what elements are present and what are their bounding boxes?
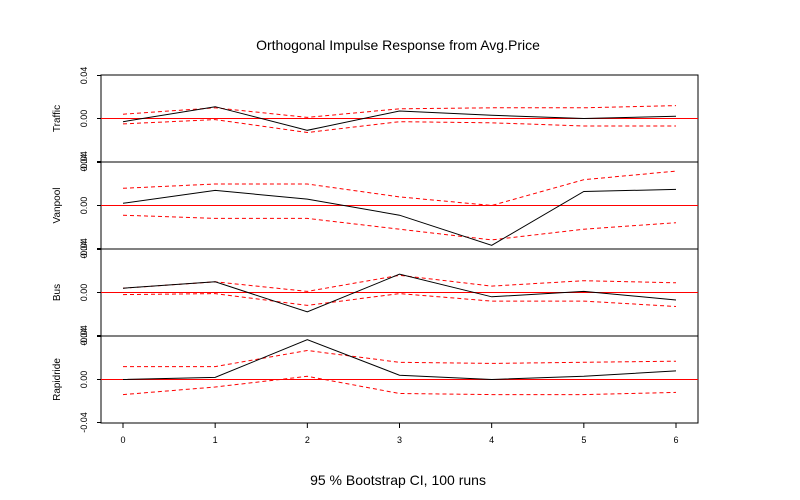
x-tick-label: 4 <box>489 435 494 445</box>
panel-rapidride: -0.04 0.00 0.04 Rapidride <box>52 328 699 433</box>
x-tick-label: 5 <box>581 435 586 445</box>
panel-bus: -0.04 0.00 0.04 Bus <box>52 241 699 346</box>
y-tick-label: -0.04 <box>79 412 89 433</box>
upper-ci-line <box>122 274 677 292</box>
upper-ci-line <box>122 105 677 118</box>
y-tick-label: -0.04 <box>79 238 89 259</box>
response-line <box>122 188 677 246</box>
chart-title: Orthogonal Impulse Response from Avg.Pri… <box>256 37 540 53</box>
lower-ci-line <box>122 293 677 307</box>
panels-group: -0.04 0.00 0.04 Traffic -0.04 0.00 0.04 Vanpool… <box>52 67 699 433</box>
y-tick-label: 0.04 <box>79 67 89 85</box>
y-tick-label: 0.00 <box>79 284 89 302</box>
x-tick-label: 6 <box>673 435 678 445</box>
lower-ci-line <box>122 119 676 134</box>
panel-traffic: -0.04 0.00 0.04 Traffic <box>52 67 699 172</box>
lower-ci-line <box>122 375 677 396</box>
response-line <box>122 339 677 381</box>
panel-ylabel: Rapidride <box>52 358 63 401</box>
response-line <box>122 273 677 313</box>
y-tick-label: 0.00 <box>79 197 89 215</box>
response-line <box>122 106 677 131</box>
panel-vanpool: -0.04 0.00 0.04 Vanpool <box>52 154 699 259</box>
x-tick-label: 0 <box>120 435 125 445</box>
y-tick-label: 0.00 <box>79 371 89 389</box>
x-tick-label: 2 <box>305 435 310 445</box>
panel-ylabel: Traffic <box>52 105 63 132</box>
x-tick-label: 3 <box>397 435 402 445</box>
x-axis: 0 1 2 3 4 5 6 <box>120 423 679 445</box>
y-tick-label: -0.04 <box>79 325 89 346</box>
y-tick-label: 0.04 <box>79 328 89 346</box>
panel-ylabel: Vanpool <box>52 188 63 224</box>
upper-ci-line <box>123 349 677 368</box>
y-tick-label: 0.04 <box>79 241 89 259</box>
upper-ci-line <box>122 170 677 207</box>
x-tick-label: 1 <box>213 435 218 445</box>
y-tick-label: 0.00 <box>79 110 89 128</box>
y-tick-label: 0.04 <box>79 154 89 172</box>
y-tick-label: -0.04 <box>79 151 89 172</box>
panel-ylabel: Bus <box>52 284 63 301</box>
lower-ci-line <box>122 214 677 241</box>
chart-subtitle: 95 % Bootstrap CI, 100 runs <box>310 472 486 488</box>
